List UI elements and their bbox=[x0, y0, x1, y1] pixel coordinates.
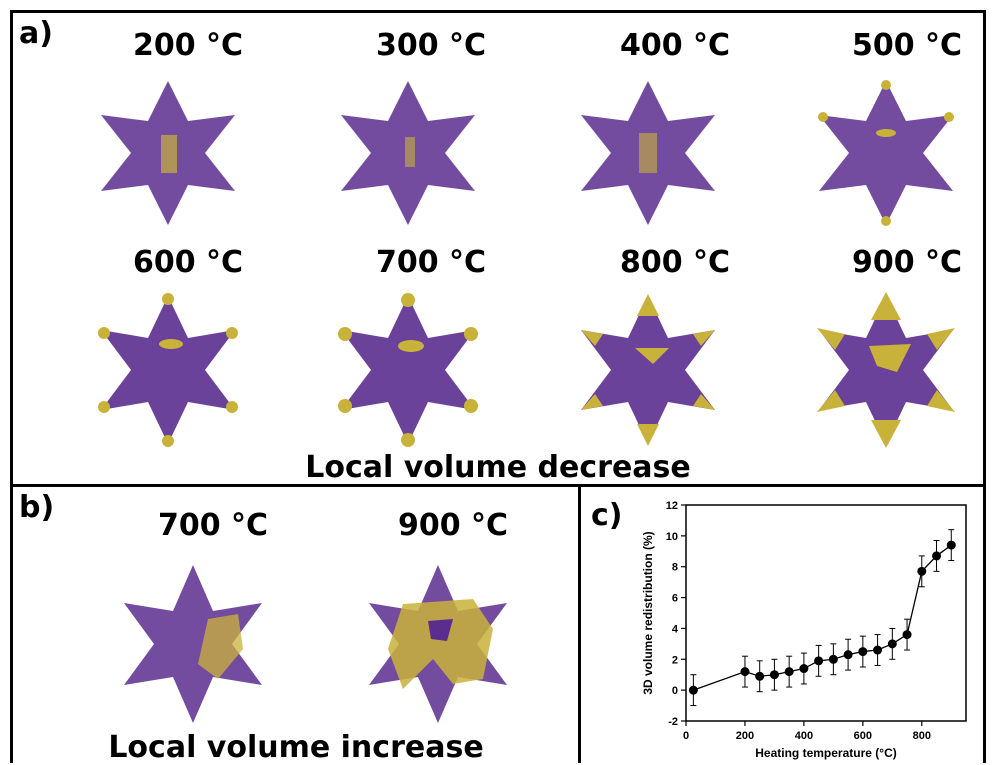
y-tick-label: 8 bbox=[672, 562, 678, 574]
temp-label-600: 600 °C bbox=[132, 245, 244, 280]
y-tick-label: 0 bbox=[672, 685, 678, 697]
data-point bbox=[769, 670, 779, 680]
temp-label-200: 200 °C bbox=[132, 28, 244, 63]
data-point bbox=[932, 551, 942, 561]
x-tick-label: 400 bbox=[795, 730, 813, 742]
panel-a-label: a) bbox=[19, 16, 53, 51]
particle-image-800 bbox=[581, 294, 715, 446]
y-tick-label: 2 bbox=[672, 654, 678, 666]
particle-image-b-700 bbox=[124, 565, 262, 723]
temp-label-800: 800 °C bbox=[619, 245, 731, 280]
data-point bbox=[784, 667, 794, 677]
particle-image-500 bbox=[818, 80, 954, 226]
panel-c: c) -2 0 2 4 6 8 10 12 0 200 400 600 800 Heating tempe… bbox=[578, 484, 986, 763]
x-tick-label: 800 bbox=[913, 730, 931, 742]
particle-image-b-900 bbox=[369, 565, 507, 723]
temp-label-500: 500 °C bbox=[851, 28, 963, 63]
temp-label-700: 700 °C bbox=[375, 245, 487, 280]
data-point bbox=[873, 645, 883, 655]
particle-image-400 bbox=[581, 81, 715, 225]
data-point bbox=[917, 566, 927, 576]
temp-label-b-900: 900 °C bbox=[397, 508, 509, 543]
temp-label-400: 400 °C bbox=[619, 28, 731, 63]
data-point bbox=[814, 656, 824, 666]
panel-b-label: b) bbox=[19, 490, 55, 525]
y-tick-label: -2 bbox=[668, 716, 678, 728]
panel-c-label: c) bbox=[591, 498, 623, 533]
data-point bbox=[740, 667, 750, 677]
data-point bbox=[902, 630, 912, 640]
y-tick-label: 4 bbox=[672, 623, 679, 635]
panel-a-caption: Local volume decrease bbox=[305, 450, 691, 485]
y-tick-label: 12 bbox=[666, 500, 678, 512]
data-point bbox=[858, 647, 868, 657]
x-tick-label: 200 bbox=[736, 730, 754, 742]
particle-image-900 bbox=[817, 292, 955, 448]
data-point bbox=[843, 650, 853, 660]
temp-label-b-700: 700 °C bbox=[157, 508, 269, 543]
data-point bbox=[828, 654, 838, 664]
particle-image-700 bbox=[338, 293, 478, 447]
plot-frame bbox=[685, 504, 967, 722]
temp-label-900: 900 °C bbox=[851, 245, 963, 280]
data-point bbox=[755, 671, 765, 681]
y-tick-label: 10 bbox=[666, 531, 678, 543]
series-line bbox=[693, 544, 952, 691]
data-point bbox=[799, 664, 809, 674]
x-tick-label: 0 bbox=[683, 730, 689, 742]
volume-chart: -2 0 2 4 6 8 10 12 0 200 400 600 800 Heating temperat… bbox=[641, 500, 967, 760]
y-axis-label: 3D volume redistribution (%) bbox=[641, 531, 655, 694]
particle-image-300 bbox=[341, 81, 475, 225]
data-point bbox=[688, 685, 698, 695]
panel-a: a) 200 °C 300 °C 400 °C 500 °C 600 °C 70… bbox=[10, 10, 986, 488]
data-point bbox=[887, 639, 897, 649]
y-tick-label: 6 bbox=[672, 593, 678, 605]
temp-label-300: 300 °C bbox=[375, 28, 487, 63]
x-tick-label: 600 bbox=[854, 730, 872, 742]
panel-b: b) 700 °C 900 °C Local volume increase bbox=[10, 484, 582, 763]
panel-b-caption: Local volume increase bbox=[108, 730, 484, 765]
particle-image-200 bbox=[101, 81, 235, 225]
particle-image-600 bbox=[98, 293, 238, 447]
x-axis-label: Heating temperature (°C) bbox=[755, 746, 897, 760]
data-point bbox=[946, 540, 956, 550]
